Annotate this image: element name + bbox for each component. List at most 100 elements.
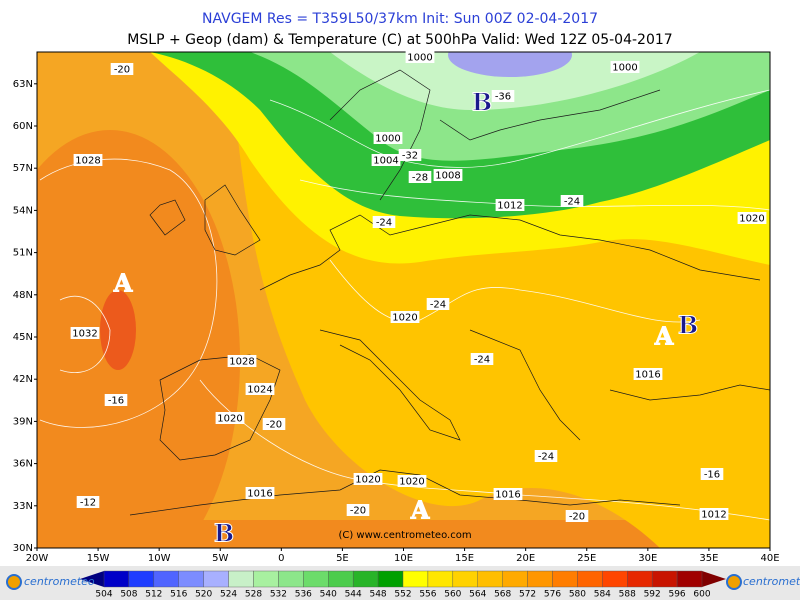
colorbar-swatch: [128, 570, 155, 588]
isobar-label-box: [227, 355, 257, 367]
isobar-label-box: [215, 412, 245, 424]
pressure-center: A: [410, 496, 430, 525]
isotherm-label-box: [565, 510, 589, 522]
isobar-label: 1008: [435, 171, 460, 182]
isobar-label-box: [245, 487, 275, 499]
isotherm-label: -12: [80, 498, 96, 509]
isobar-label-box: [405, 51, 435, 63]
colorbar-swatch: [153, 570, 179, 588]
isobar-label-box: [390, 311, 420, 323]
isobar-label-box: [397, 475, 427, 487]
isotherm-label-box: [408, 171, 432, 183]
colorbar-label: 520: [195, 590, 212, 600]
colorbar-swatch: [651, 570, 678, 588]
map-title: NAVGEM Res = T359L50/37km Init: Sun 00Z …: [202, 11, 598, 27]
isotherm-label: -36: [495, 92, 511, 103]
colorbar-swatch: [427, 570, 454, 588]
colorbar-label: 556: [419, 590, 436, 600]
lon-label: 15E: [455, 553, 474, 564]
colorbar-swatch: [452, 570, 478, 588]
isotherm-label-box: [398, 149, 422, 161]
lon-label: 25E: [577, 553, 596, 564]
isobar-label: 1000: [612, 63, 637, 74]
isobar-label: 1000: [407, 53, 432, 64]
brand-name: centrometeo: [24, 575, 95, 588]
isobar-label-box: [737, 212, 767, 224]
isobar-label: 1016: [247, 489, 272, 500]
isotherm-label: -24: [538, 452, 554, 463]
colorbar-label: 548: [369, 590, 386, 600]
lon-label: 20E: [516, 553, 535, 564]
colorbar-label: 512: [145, 590, 162, 600]
lat-label: 63N: [13, 79, 33, 90]
colorbar-swatch: [352, 570, 379, 588]
colorbar-swatch: [278, 570, 304, 588]
brand-logo: [6, 574, 22, 590]
isotherm-label-box: [262, 418, 286, 430]
isobar-label: 1016: [495, 490, 520, 501]
isobar-label: 1016: [635, 370, 660, 381]
colorbar-label: 592: [644, 590, 661, 600]
colorbar-swatch: [203, 570, 229, 588]
isobar-label: 1032: [72, 329, 97, 340]
isobar-label-box: [495, 199, 525, 211]
lat-label: 36N: [13, 459, 33, 470]
colorbar-label: 536: [295, 590, 312, 600]
pressure-center: B: [472, 88, 492, 117]
lon-label: 20W: [26, 553, 49, 564]
map-field: [37, 52, 770, 548]
isotherm-label: -20: [569, 512, 585, 523]
lat-label: 51N: [13, 248, 33, 259]
pressure-center: A: [113, 269, 133, 298]
lon-label: 10W: [148, 553, 171, 564]
colorbar-swatch: [477, 570, 503, 588]
colorbar-swatch: [502, 570, 528, 588]
lat-label: 42N: [13, 374, 33, 385]
isobar-label-box: [633, 368, 663, 380]
colorbar-arrow-left: [80, 571, 104, 587]
lon-label: 5W: [212, 553, 228, 564]
isotherm-label-box: [346, 504, 370, 516]
lon-label: 35E: [699, 553, 718, 564]
isobar-label: 1012: [701, 510, 726, 521]
isotherm-label-box: [76, 496, 100, 508]
colorbar-label: 572: [519, 590, 536, 600]
colorbar-swatch: [527, 570, 553, 588]
lat-label: 48N: [13, 290, 33, 301]
lat-label: 57N: [13, 163, 33, 174]
colorbar-label: 568: [494, 590, 511, 600]
isotherm-label-box: [700, 468, 724, 480]
isotherm-label: -24: [376, 218, 392, 229]
isotherm-label: -24: [564, 197, 580, 208]
colorbar-label: 584: [594, 590, 611, 600]
map-credit: (C) www.centrometeo.com: [338, 530, 471, 541]
colorbar-swatch: [577, 570, 603, 588]
colorbar-swatch: [178, 570, 204, 588]
pressure-center: A: [654, 322, 674, 351]
lat-label: 39N: [13, 416, 33, 427]
isotherm-label: -24: [474, 355, 490, 366]
colorbar-label: 504: [95, 590, 112, 600]
isobar-label-box: [371, 154, 401, 166]
lat-label: 60N: [13, 121, 33, 132]
colorbar-swatch: [303, 570, 329, 588]
colorbar-label: 596: [668, 590, 685, 600]
isotherm-label-box: [560, 195, 584, 207]
isobar-label-box: [245, 383, 275, 395]
isotherm-label-box: [470, 353, 494, 365]
isotherm-label-box: [534, 450, 558, 462]
lon-label: 10E: [394, 553, 413, 564]
brand-name: centrometeo: [743, 575, 800, 588]
isobar-label: 1028: [75, 156, 100, 167]
lat-label: 30N: [13, 543, 33, 554]
colorbar-swatch: [328, 570, 354, 588]
isotherm-label: -20: [350, 506, 366, 517]
lon-label: 40E: [760, 553, 779, 564]
colorbar-label: 544: [345, 590, 362, 600]
colorbar-swatch: [602, 570, 628, 588]
isotherm-label-box: [110, 63, 134, 75]
isobar-label: 1028: [229, 357, 254, 368]
colorbar-label: 552: [394, 590, 411, 600]
isobar-label: 1020: [355, 475, 380, 486]
lat-label: 54N: [13, 205, 33, 216]
